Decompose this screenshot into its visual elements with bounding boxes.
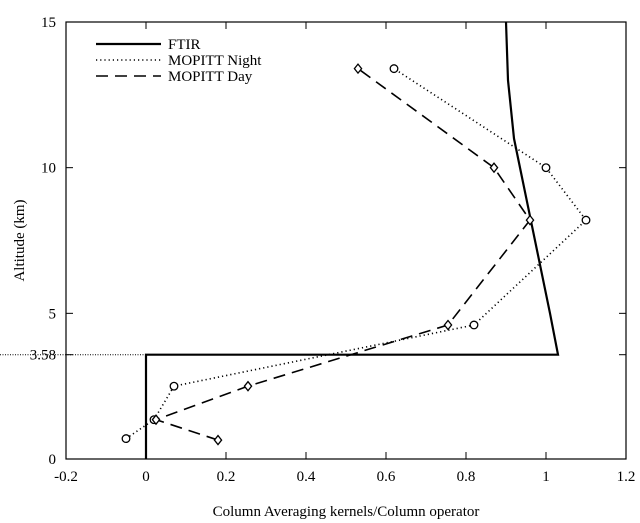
- x-tick-label: 0.8: [457, 469, 476, 485]
- x-tick-label: 0.4: [297, 469, 316, 485]
- x-tick-label: 1: [542, 469, 550, 485]
- data-point: [581, 215, 591, 225]
- plot-area: [121, 21, 591, 459]
- legend-label-1: MOPITT Night: [168, 53, 262, 69]
- plot-frame: [65, 21, 627, 460]
- x-tick-label: -0.2: [54, 469, 78, 485]
- x-tick-label: 0: [142, 469, 150, 485]
- y-tick-label: 15: [41, 15, 56, 31]
- x-tick-label: 1.2: [617, 469, 636, 485]
- legend-label-2: MOPITT Day: [168, 69, 253, 85]
- x-tick-label: 0.6: [377, 469, 396, 485]
- data-point: [541, 163, 551, 173]
- legend-label-0: FTIR: [168, 37, 201, 53]
- series-line-1: [125, 67, 588, 440]
- y-tick-label: 5: [49, 306, 57, 322]
- data-point: [525, 214, 535, 226]
- data-point: [389, 64, 399, 74]
- series-line-2: [153, 67, 531, 441]
- y-tick-label: 10: [41, 161, 56, 177]
- data-point: [443, 319, 453, 331]
- x-tick-label: 0.2: [217, 469, 236, 485]
- x-axis-label: Column Averaging kernels/Column operator: [213, 504, 480, 520]
- data-point: [213, 434, 223, 446]
- data-point: [353, 63, 363, 75]
- data-point: [489, 162, 499, 174]
- y-tick-label: 3.58: [30, 348, 56, 364]
- data-point: [243, 380, 253, 392]
- y-tick-label: 0: [49, 452, 57, 468]
- data-point: [469, 320, 479, 330]
- data-point: [121, 434, 131, 444]
- y-axis-label: Altitude (km): [12, 199, 28, 281]
- series-line-0: [144, 21, 560, 459]
- data-point: [169, 381, 179, 391]
- data-point: [151, 414, 161, 426]
